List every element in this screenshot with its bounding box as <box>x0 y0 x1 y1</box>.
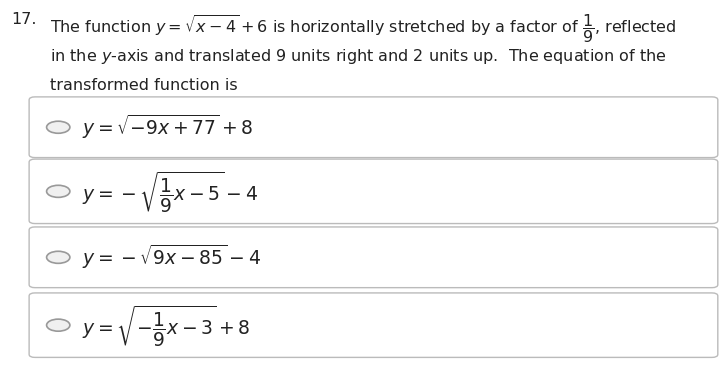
Circle shape <box>47 251 70 263</box>
Text: $y = \sqrt{-9x+77} +8$: $y = \sqrt{-9x+77} +8$ <box>82 113 253 141</box>
Text: $y = -\sqrt{9x-85} -4$: $y = -\sqrt{9x-85} -4$ <box>82 243 261 271</box>
FancyBboxPatch shape <box>29 159 718 224</box>
Text: transformed function is: transformed function is <box>50 78 237 93</box>
Text: $y = -\sqrt{\dfrac{1}{9}x-5} -4$: $y = -\sqrt{\dfrac{1}{9}x-5} -4$ <box>82 169 258 214</box>
Circle shape <box>47 185 70 198</box>
Circle shape <box>47 319 70 331</box>
FancyBboxPatch shape <box>29 97 718 158</box>
FancyBboxPatch shape <box>29 293 718 357</box>
Text: The function $y = \sqrt{x-4} +6$ is horizontally stretched by a factor of $\dfra: The function $y = \sqrt{x-4} +6$ is hori… <box>50 12 676 45</box>
FancyBboxPatch shape <box>29 227 718 288</box>
Text: in the $y$-axis and translated 9 units right and 2 units up.  The equation of th: in the $y$-axis and translated 9 units r… <box>50 47 666 66</box>
Text: $y = \sqrt{-\dfrac{1}{9}x-3} +8$: $y = \sqrt{-\dfrac{1}{9}x-3} +8$ <box>82 303 250 348</box>
Circle shape <box>47 121 70 133</box>
Text: 17.: 17. <box>12 12 37 27</box>
